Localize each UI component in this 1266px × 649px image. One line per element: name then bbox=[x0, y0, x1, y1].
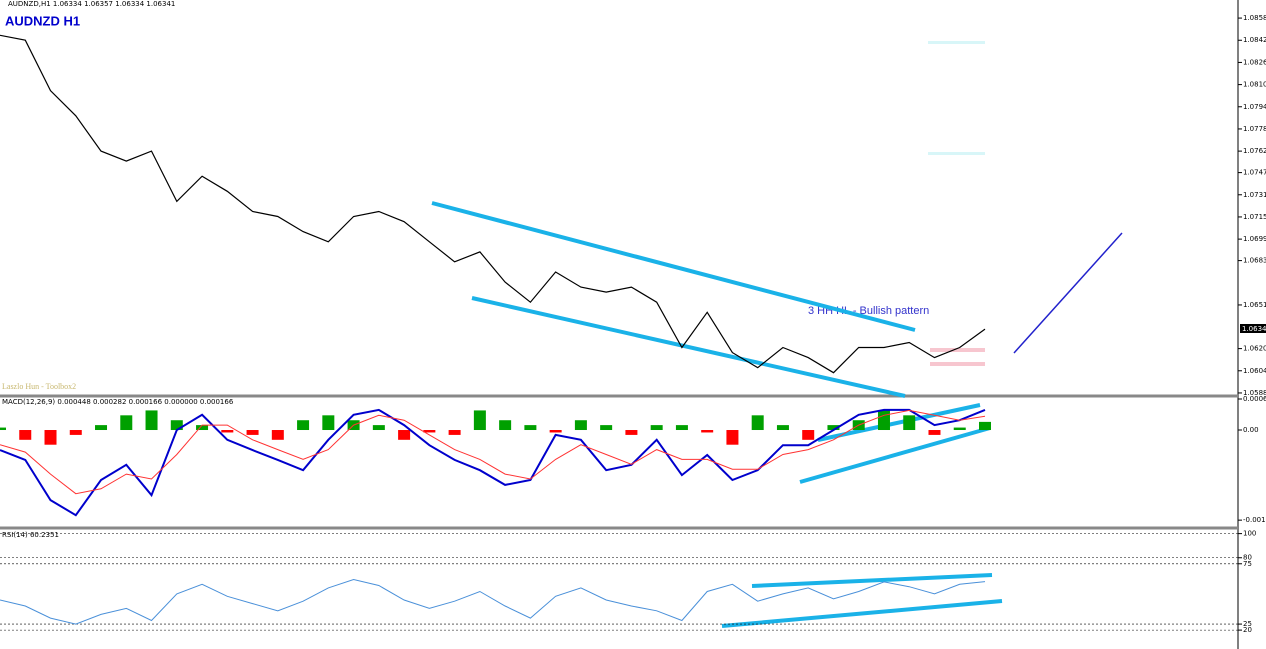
y-tick-label: 0.00 bbox=[1243, 426, 1259, 434]
y-tick-label: 1.07470 bbox=[1243, 169, 1266, 177]
level-mark bbox=[930, 362, 985, 366]
histogram-bar bbox=[751, 415, 764, 431]
chart-title: AUDNZD H1 bbox=[5, 13, 80, 28]
projection-line bbox=[1013, 232, 1123, 354]
y-tick-label: 1.06515 bbox=[1243, 301, 1266, 309]
y-tick-label: 80 bbox=[1243, 554, 1252, 562]
histogram-bar bbox=[675, 425, 688, 431]
series-line bbox=[0, 34, 986, 374]
series-line bbox=[0, 578, 986, 625]
level-mark bbox=[930, 348, 985, 352]
y-tick-label: 1.06200 bbox=[1243, 345, 1266, 353]
y-tick-label: -0.00184 bbox=[1243, 516, 1266, 524]
histogram-bar bbox=[928, 430, 941, 435]
price-box bbox=[1240, 324, 1266, 333]
histogram-bar bbox=[903, 415, 916, 431]
histogram-bar bbox=[372, 425, 385, 431]
signature: Laszlo Hun - Toolbox2 bbox=[2, 382, 76, 391]
y-tick-label: 1.0731 bbox=[1243, 191, 1266, 199]
histogram-bar bbox=[650, 425, 663, 431]
histogram-bar bbox=[0, 427, 6, 431]
histogram-bar bbox=[979, 421, 991, 431]
series-line bbox=[0, 409, 986, 495]
series-line bbox=[0, 408, 986, 517]
histogram-bar bbox=[726, 430, 739, 445]
histogram-bar bbox=[69, 430, 82, 435]
histogram-bar bbox=[19, 430, 32, 440]
y-tick-label: 20 bbox=[1243, 626, 1252, 634]
histogram-bar bbox=[398, 430, 411, 440]
y-tick-label: 1.0699 bbox=[1243, 235, 1266, 243]
histogram-bar bbox=[322, 415, 335, 431]
histogram-bar bbox=[701, 430, 714, 433]
y-tick-label: 1.08105 bbox=[1243, 81, 1266, 89]
y-tick-label: 1.08425 bbox=[1243, 36, 1266, 44]
histogram-bar bbox=[145, 410, 158, 431]
y-tick-label: 1.06040 bbox=[1243, 367, 1266, 375]
histogram-bar bbox=[499, 420, 512, 431]
histogram-bar bbox=[170, 420, 183, 431]
y-tick-label: 100 bbox=[1243, 530, 1256, 538]
y-tick-label: 1.07945 bbox=[1243, 103, 1266, 111]
histogram-bar bbox=[524, 425, 537, 431]
histogram-bar bbox=[877, 410, 890, 431]
histogram-bar bbox=[549, 430, 562, 433]
y-tick-label: 0.000633 bbox=[1243, 395, 1266, 403]
histogram-bar bbox=[120, 415, 133, 431]
level-mark bbox=[928, 152, 985, 155]
histogram-bar bbox=[802, 430, 815, 440]
histogram-bar bbox=[448, 430, 461, 435]
histogram-bar bbox=[271, 430, 284, 440]
y-tick-label: 75 bbox=[1243, 560, 1252, 568]
current-price: 1.06341 bbox=[1242, 325, 1266, 333]
y-tick-label: 1.07150 bbox=[1243, 213, 1266, 221]
histogram-bar bbox=[95, 425, 108, 431]
histogram-bar bbox=[776, 425, 789, 431]
histogram-bar bbox=[221, 430, 234, 433]
histogram-bar bbox=[196, 425, 209, 431]
histogram-bar bbox=[600, 425, 613, 431]
histogram-bar bbox=[473, 410, 486, 431]
histogram-bar bbox=[953, 427, 966, 431]
histogram-bar bbox=[827, 425, 840, 431]
header: AUDNZD,H1 1.06334 1.06357 1.06334 1.0634… bbox=[8, 0, 175, 8]
histogram-bar bbox=[297, 420, 310, 431]
trendlines bbox=[431, 201, 1003, 628]
histogram-bar bbox=[246, 430, 259, 435]
y-tick-label: 1.06835 bbox=[1243, 257, 1266, 265]
histogram-bar bbox=[44, 430, 57, 445]
y-tick-label: 25 bbox=[1243, 620, 1252, 628]
histogram-bar bbox=[625, 430, 638, 435]
level-mark bbox=[928, 41, 985, 44]
rsi-title: RSI(14) 60.2351 bbox=[2, 531, 59, 539]
y-tick-label: 1.07625 bbox=[1243, 147, 1266, 155]
macd-title: MACD(12,26,9) 0.000448 0.000282 0.000166… bbox=[2, 398, 234, 406]
histogram-bar bbox=[574, 420, 587, 431]
y-tick-label: 1.08585 bbox=[1243, 14, 1266, 22]
histogram-bar bbox=[423, 430, 436, 433]
y-tick-label: 1.07785 bbox=[1243, 125, 1266, 133]
y-tick-label: 1.08265 bbox=[1243, 58, 1266, 66]
